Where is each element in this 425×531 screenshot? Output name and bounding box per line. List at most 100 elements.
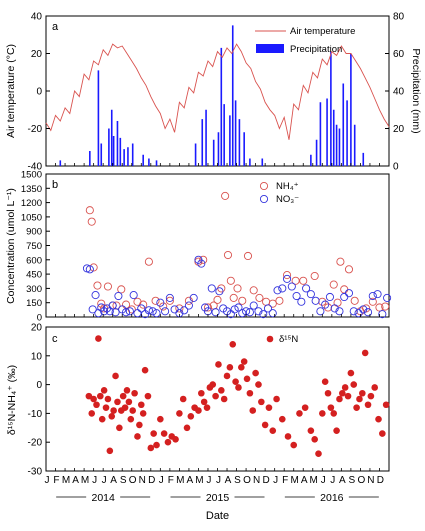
x-month-label: M: [62, 475, 70, 486]
nh4-point: [262, 297, 271, 306]
d15n-point: [258, 398, 265, 406]
nh4-point: [299, 276, 308, 285]
no3-point: [316, 307, 325, 316]
panel-b-tick-label: 600: [26, 255, 42, 266]
no3-point: [156, 298, 165, 307]
x-month-label: J: [44, 475, 49, 486]
nh4-point: [199, 255, 208, 264]
d15n-point: [243, 375, 251, 383]
d15n-point: [129, 407, 137, 414]
d15n-point: [284, 433, 292, 440]
d15n-point: [209, 381, 217, 388]
nh4-point: [381, 302, 390, 311]
panel-c-ylabel: δ¹⁵N-NH₄⁺ (‰): [6, 365, 18, 435]
d15n-point: [336, 395, 343, 403]
panel-c-tick-label: -20: [28, 438, 43, 449]
no3-point: [330, 304, 339, 313]
panel-a-ylabel: Air temperature (°C): [5, 44, 17, 138]
d15n-point: [249, 407, 257, 414]
panel-b-tick-label: 1350: [21, 184, 42, 195]
no3-point: [230, 305, 239, 314]
nh4-point: [350, 296, 359, 305]
d15n-point: [97, 392, 104, 400]
x-month-label: N: [253, 475, 260, 486]
d15n-point: [116, 424, 123, 432]
x-month-label: M: [81, 475, 89, 486]
nh4-point: [223, 250, 233, 260]
d15n-point: [226, 364, 234, 371]
d15n-point: [330, 410, 338, 417]
no3-point: [321, 300, 330, 309]
no3-point: [340, 292, 349, 302]
d15n-point: [232, 378, 239, 386]
x-month-label: D: [377, 475, 384, 486]
no3-point: [170, 305, 179, 314]
nh4-point: [226, 276, 235, 285]
d15n-point: [100, 387, 108, 394]
no3-point: [184, 301, 193, 310]
d15n-point: [114, 398, 121, 406]
no3-point: [292, 291, 301, 301]
x-month-label: O: [129, 475, 137, 486]
legend-nh4-label: NH₄⁺: [276, 181, 299, 192]
panel-a-left-tick-label: 20: [31, 49, 43, 60]
nh4-point: [139, 300, 148, 309]
no3-point: [121, 308, 131, 317]
d15n-point: [344, 392, 352, 400]
d15n-point: [123, 387, 131, 394]
d15n-point: [110, 407, 117, 414]
no3-point: [207, 284, 216, 293]
panel-a-frame: [45, 15, 390, 167]
no3-point: [306, 290, 315, 299]
legend-air-temperature-label: Air temperature: [290, 26, 355, 37]
panel-b-tick-label: 450: [26, 270, 42, 281]
d15n-point: [136, 421, 143, 429]
no3-point: [197, 259, 206, 268]
nh4-point: [165, 296, 174, 305]
d15n-point: [261, 421, 269, 429]
panel-a-right-tick-label: 0: [393, 162, 399, 173]
x-month-label: M: [176, 475, 184, 486]
d15n-point: [269, 427, 277, 434]
panel-b-tick-label: 900: [26, 227, 42, 238]
d15n-point: [176, 410, 183, 417]
d15n-point: [223, 372, 231, 380]
d15n-point: [371, 384, 379, 391]
panel-b-letter: b: [52, 179, 58, 191]
panel-a-right-tick-label: 40: [393, 87, 405, 98]
no3-point: [85, 265, 94, 274]
no3-point: [325, 292, 334, 302]
d15n-point: [93, 401, 100, 409]
nh4-point: [283, 271, 292, 280]
panel-a-right-tick-label: 80: [393, 12, 405, 23]
d15n-point: [121, 404, 129, 411]
no3-point: [125, 307, 134, 316]
nh4-point: [368, 297, 377, 306]
d15n-point: [141, 366, 149, 374]
panel-a-letter: a: [52, 21, 59, 33]
x-month-label: O: [357, 475, 365, 486]
panel-a-left-tick-label: -20: [28, 124, 43, 135]
d15n-point: [252, 369, 259, 377]
panel-c-tick-label: 10: [31, 351, 43, 362]
x-month-label: J: [321, 475, 326, 486]
no3-point: [137, 304, 146, 313]
legend-nh4-marker: [259, 181, 269, 191]
no3-point: [133, 309, 142, 318]
d15n-point: [157, 415, 164, 423]
no3-point: [100, 307, 109, 316]
panel-a-left-tick-label: -40: [28, 162, 43, 173]
panel-c-tick-label: 0: [36, 380, 42, 391]
nh4-point: [97, 299, 106, 308]
nh4-point: [329, 280, 338, 289]
no3-point: [349, 307, 358, 316]
nh4-point: [243, 251, 253, 261]
x-month-label: D: [148, 475, 155, 486]
x-month-label: A: [225, 475, 232, 486]
d15n-point: [187, 412, 195, 420]
no3-point: [234, 303, 243, 312]
panel-a-left-tick-label: 0: [36, 87, 42, 98]
x-month-label: S: [349, 475, 356, 486]
d15n-point: [88, 410, 96, 417]
